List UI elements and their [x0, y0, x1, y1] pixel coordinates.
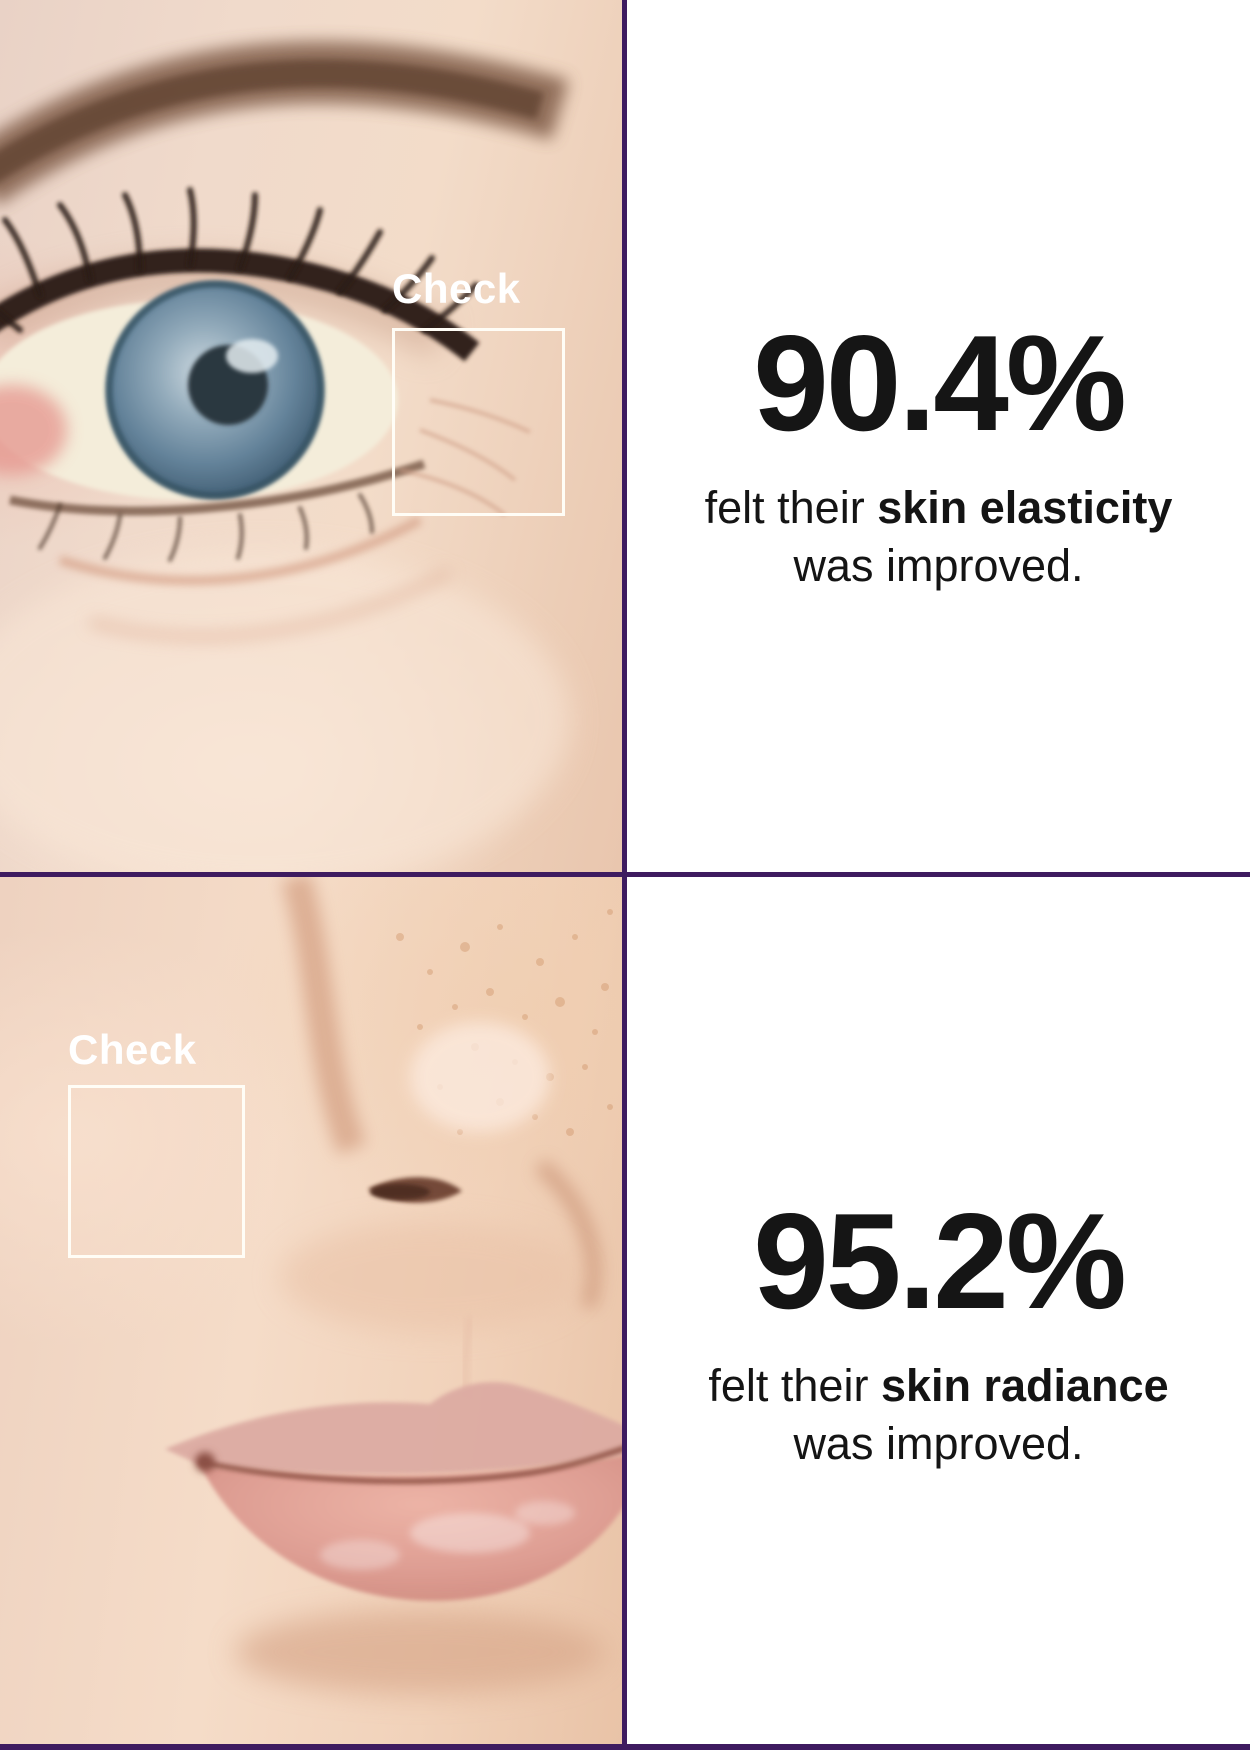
- desc-highlight: skin radiance: [880, 1359, 1169, 1411]
- desc-suffix: was improved.: [793, 1417, 1084, 1469]
- stat-value: 95.2%: [753, 1184, 1127, 1337]
- check-label: Check: [392, 265, 521, 312]
- stat-panel-radiance: 95.2% felt their skin radiance was impro…: [627, 877, 1250, 1744]
- stat-value: 90.4%: [753, 307, 1127, 460]
- stat-description: felt their skin elasticity was improved.: [705, 479, 1173, 594]
- check-box: [68, 1085, 245, 1258]
- desc-highlight: skin elasticity: [877, 482, 1173, 534]
- stat-description: felt their skin radiance was improved.: [708, 1357, 1168, 1472]
- desc-prefix: felt their: [708, 1359, 881, 1411]
- eye-photo-illustration: [0, 41, 570, 872]
- check-label: Check: [68, 1026, 197, 1073]
- check-box: [392, 328, 565, 516]
- cheek-photo-illustration: [165, 877, 622, 1694]
- cheek-photo: Check: [0, 877, 622, 1744]
- desc-prefix: felt their: [704, 482, 878, 534]
- eye-photo: Check: [0, 0, 622, 872]
- stat-panel-elasticity: 90.4% felt their skin elasticity was imp…: [627, 0, 1250, 872]
- bottom-border: [0, 1744, 1250, 1750]
- desc-suffix: was improved.: [793, 540, 1084, 591]
- horizontal-divider: [0, 872, 1250, 877]
